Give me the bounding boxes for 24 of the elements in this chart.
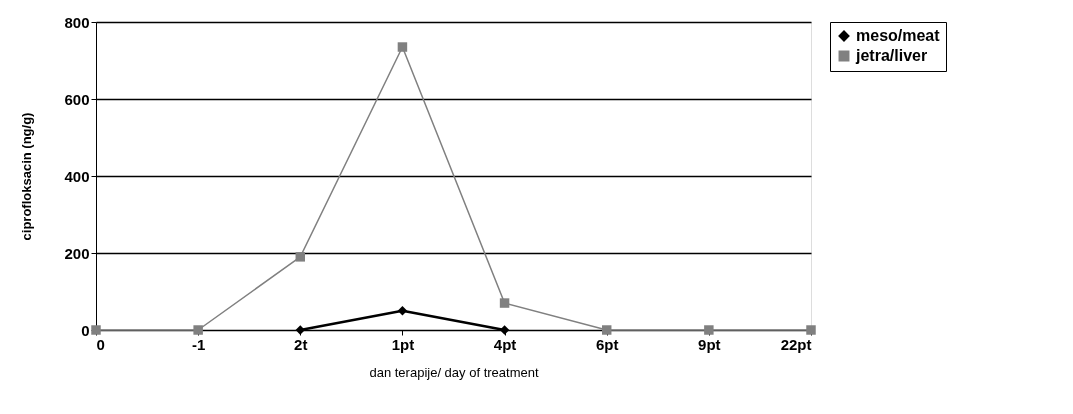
y-tick-label: 0 (81, 321, 90, 339)
y-tick-label: 800 (64, 13, 90, 31)
x-tick-label: 4pt (493, 335, 517, 353)
x-tick-label: 22pt (780, 335, 812, 353)
point (704, 325, 714, 335)
legend-label: meso/meat (856, 27, 941, 44)
x-tick-label: -1 (191, 335, 206, 353)
y-tick-label: 400 (64, 167, 90, 185)
point (193, 325, 203, 335)
point (397, 306, 408, 316)
legend-label: jetra/liver (855, 47, 928, 64)
point (499, 298, 510, 308)
point (601, 325, 612, 335)
point (397, 42, 408, 52)
x-tick-label: 9pt (698, 335, 721, 353)
point (295, 252, 306, 262)
y-axis-title: ciprofloksacin (ng/g) (19, 112, 35, 241)
y-tick-label: 200 (64, 244, 90, 262)
x-tick-label: 6pt (595, 335, 619, 353)
x-tick-label: 2t (294, 335, 308, 353)
x-tick-label: 0 (96, 335, 105, 353)
y-tick-label: 600 (64, 90, 90, 108)
x-axis-title: dan terapije/ day of treatment (369, 364, 539, 380)
x-tick-label: 1pt (391, 335, 415, 353)
